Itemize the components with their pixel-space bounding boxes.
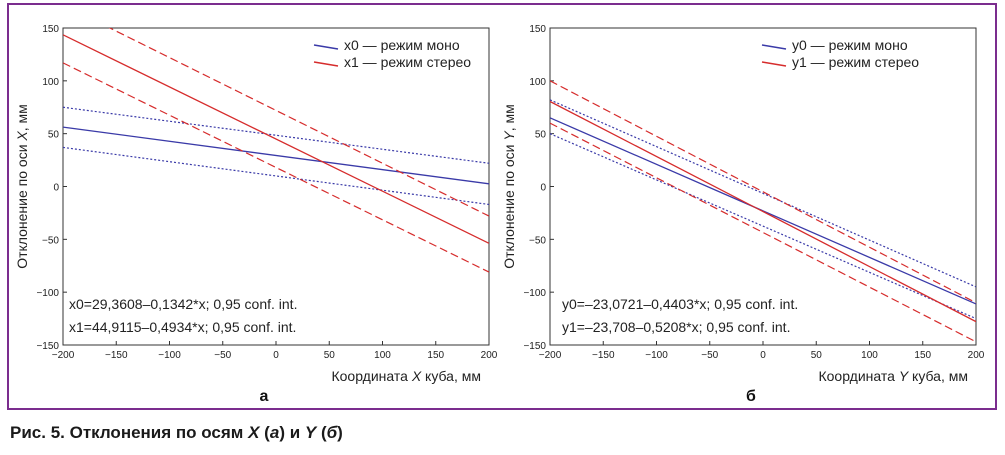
y-axis-label-var: Y (501, 130, 517, 141)
legend-swatch (761, 61, 787, 67)
caption-close2: ) (337, 423, 343, 442)
x-tick-label: 0 (760, 350, 766, 361)
x-tick-label: −100 (645, 350, 668, 361)
equation-annotation: x0=29,3608–0,1342*x; 0,95 conf. int. (69, 296, 297, 312)
series-2-ci-lower (63, 62, 489, 273)
x-tick-label: 150 (914, 350, 931, 361)
y-tick-label: −50 (42, 235, 59, 246)
legend-entry: x0 — режим моно (344, 37, 460, 53)
y-tick-label: 0 (53, 183, 59, 194)
x-tick-label: 100 (861, 350, 878, 361)
x-tick-label: 50 (324, 350, 336, 361)
panel-letter: б (746, 388, 756, 405)
x-tick-label: −200 (52, 350, 75, 361)
plot-area (62, 27, 490, 346)
x-axis-label-post: куба, мм (908, 368, 968, 384)
chart-panel-2: −200 −150 −100 −50 0 50 100 150 200150100500−50−… (501, 24, 985, 405)
x-axis-label-pre: Координата (331, 368, 411, 384)
y-tick-label: 150 (42, 24, 59, 35)
x-tick-label: −50 (214, 350, 231, 361)
x-tick-label: 100 (374, 350, 391, 361)
legend-swatch (313, 61, 339, 67)
plot-area (549, 27, 977, 346)
y-axis-label: Отклонение по оси X, мм (14, 104, 30, 269)
y-tick-label: 50 (535, 130, 547, 141)
x-axis-label-var: Y (899, 368, 910, 384)
x-tick-label: −150 (105, 350, 128, 361)
figure-frame: −200 −150 −100 −50 0 50 100 150 200 150 100 50 0 −50−… (7, 3, 997, 410)
caption-y-axis: Y (304, 423, 317, 442)
series-group (550, 80, 976, 343)
y-tick-label: −150 (36, 341, 59, 352)
caption-panel-a: а (269, 423, 280, 442)
caption-prefix: Рис. 5. Отклонения по осям (10, 423, 249, 442)
legend-entry: x1 — режим стерео (344, 54, 471, 70)
equation-annotation: y1=–23,708–0,5208*x; 0,95 conf. int. (562, 319, 790, 335)
x-axis-label: Координата Y куба, мм (818, 368, 968, 384)
series-2-ci-upper (550, 80, 976, 304)
series-1-fit-line (63, 126, 489, 185)
y-tick-label: 100 (529, 77, 546, 88)
y-tick-label: 0 (540, 183, 546, 194)
caption-open2: ( (316, 423, 327, 442)
legend-entry: y1 — режим стерео (792, 54, 919, 70)
caption-panel-b: б (326, 423, 338, 442)
figure-caption: Рис. 5. Отклонения по осям X (а) и Y (б) (10, 423, 343, 443)
x-tick-label: 200 (968, 350, 985, 361)
y-tick-label: 50 (48, 130, 60, 141)
x-tick-label: −50 (701, 350, 718, 361)
series-1-ci-lower (550, 133, 976, 320)
x-tick-label: 150 (427, 350, 444, 361)
x-tick-label: −150 (592, 350, 615, 361)
caption-x-axis: X (248, 423, 260, 442)
series-2-fit-line (550, 100, 976, 323)
y-tick-label: 100 (42, 77, 59, 88)
caption-open1: ( (259, 423, 270, 442)
y-tick-label: −100 (523, 288, 546, 299)
equation-annotation: x1=44,9115–0,4934*x; 0,95 conf. int. (69, 319, 296, 335)
series-2-ci-lower (550, 122, 976, 343)
chart-panel-1: −200 −150 −100 −50 0 50 100 150 200150100500−50−… (14, 24, 498, 405)
legend-swatch (761, 44, 787, 50)
x-axis-label: Координата X куба, мм (331, 368, 481, 384)
caption-close1: ) и (279, 423, 305, 442)
panel-letter: а (260, 388, 269, 405)
legend-swatch (313, 44, 339, 50)
x-tick-label: −100 (158, 350, 181, 361)
x-tick-label: 0 (273, 350, 279, 361)
x-axis-label-var: X (411, 368, 422, 384)
y-axis-label-post: , мм (14, 104, 30, 131)
x-axis-label-post: куба, мм (421, 368, 481, 384)
series-2-ci-upper (108, 28, 489, 217)
equation-annotation: y0=–23,0721–0,4403*x; 0,95 conf. int. (562, 296, 798, 312)
x-tick-label: −200 (539, 350, 562, 361)
y-tick-label: −100 (36, 288, 59, 299)
series-1-ci-upper (550, 99, 976, 288)
y-axis-label-var: X (14, 131, 30, 142)
y-tick-label: −50 (529, 235, 546, 246)
y-tick-label: 150 (529, 24, 546, 35)
series-2-fit-line (63, 34, 489, 244)
x-tick-label: 200 (481, 350, 498, 361)
y-axis-label-pre: Отклонение по оси (14, 141, 30, 269)
series-group (63, 28, 489, 273)
x-axis-label-pre: Координата (818, 368, 898, 384)
y-axis-label-pre: Отклонение по оси (501, 141, 517, 269)
y-axis-label: Отклонение по оси Y, мм (501, 104, 517, 269)
chart-svg: −200 −150 −100 −50 0 50 100 150 200150100500−50−… (14, 24, 985, 405)
y-tick-label: −150 (523, 341, 546, 352)
x-tick-label: 50 (811, 350, 823, 361)
legend-entry: y0 — режим моно (792, 37, 908, 53)
y-axis-label-post: , мм (501, 104, 517, 131)
